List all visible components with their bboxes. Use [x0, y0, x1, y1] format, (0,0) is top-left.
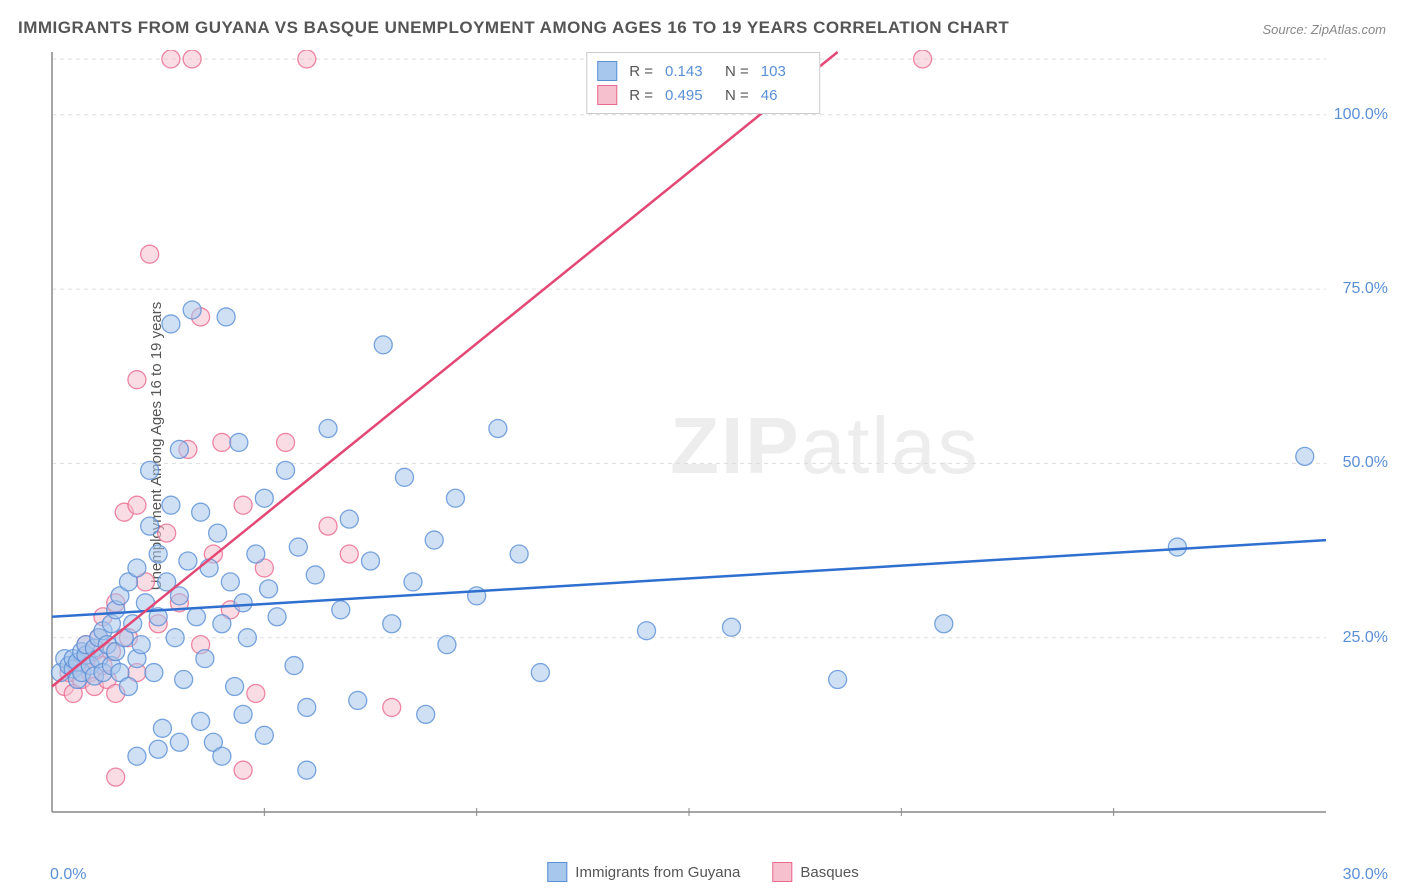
legend-r-label: R =: [629, 63, 653, 80]
correlation-legend: R = 0.143 N = 103 R = 0.495 N = 46: [586, 52, 820, 114]
y-tick-label: 25.0%: [1343, 629, 1388, 647]
legend-r-value: 0.495: [665, 87, 713, 104]
legend-series-label: Immigrants from Guyana: [575, 864, 740, 881]
legend-series-label: Basques: [800, 864, 858, 881]
plot-area: ZIPatlas: [50, 50, 1386, 842]
legend-series-item: Immigrants from Guyana: [547, 862, 740, 882]
legend-n-label: N =: [725, 87, 749, 104]
series-legend: Immigrants from Guyana Basques: [547, 862, 858, 882]
x-tick-last: 30.0%: [1343, 866, 1388, 884]
legend-swatch: [772, 862, 792, 882]
legend-swatch: [547, 862, 567, 882]
legend-correlation-row: R = 0.143 N = 103: [597, 59, 809, 83]
scatter-plot-svg: [50, 50, 1386, 842]
chart-title: IMMIGRANTS FROM GUYANA VS BASQUE UNEMPLO…: [18, 18, 1009, 38]
y-tick-label: 75.0%: [1343, 280, 1388, 298]
legend-n-value: 103: [761, 63, 809, 80]
legend-n-label: N =: [725, 63, 749, 80]
legend-n-value: 46: [761, 87, 809, 104]
source-credit: Source: ZipAtlas.com: [1262, 22, 1386, 37]
legend-r-value: 0.143: [665, 63, 713, 80]
legend-r-label: R =: [629, 87, 653, 104]
y-tick-label: 100.0%: [1334, 106, 1388, 124]
y-tick-label: 50.0%: [1343, 454, 1388, 472]
legend-correlation-row: R = 0.495 N = 46: [597, 83, 809, 107]
x-tick-first: 0.0%: [50, 866, 86, 884]
legend-swatch: [597, 85, 617, 105]
legend-series-item: Basques: [772, 862, 858, 882]
legend-swatch: [597, 61, 617, 81]
